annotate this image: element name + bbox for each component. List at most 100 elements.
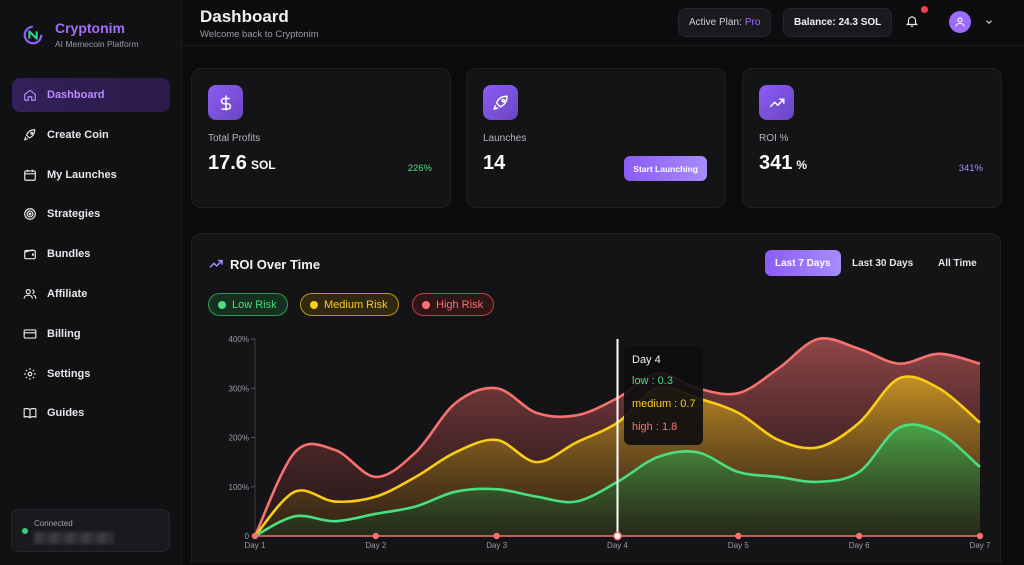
stat-value: 14 (483, 152, 505, 175)
roi-card: ROI % 341% 341% (742, 68, 1002, 208)
stat-label: Launches (483, 133, 527, 144)
card-icon (23, 327, 37, 341)
legend-dot (218, 300, 226, 309)
y-tick-label: 200% (229, 434, 249, 443)
sidebar-item-affiliate[interactable]: Affiliate (12, 277, 170, 311)
range-last-7-days[interactable]: Last 7 Days (765, 250, 841, 276)
sidebar-item-my-launches[interactable]: My Launches (12, 158, 170, 192)
top-header: Dashboard Welcome back to Cryptonim Acti… (182, 0, 1024, 46)
y-tick-label: 0 (245, 532, 250, 541)
user-icon (955, 17, 965, 27)
chart-title-text: ROI Over Time (230, 256, 321, 272)
legend-low-risk[interactable]: Low Risk (208, 293, 288, 316)
x-axis-point (735, 532, 742, 540)
legend-high-risk[interactable]: High Risk (412, 293, 495, 316)
tooltip-low: low : 0.3 (632, 375, 673, 387)
brand-tagline: AI Memecoin Platform (55, 39, 139, 49)
y-tick-label: 100% (229, 483, 249, 492)
sidebar-item-billing[interactable]: Billing (12, 317, 170, 351)
x-tick-label: Day 6 (849, 541, 870, 550)
stat-value: 17.6 SOL (208, 152, 276, 175)
y-tick-label: 400% (229, 335, 249, 344)
page-title: Dashboard (200, 7, 289, 26)
sidebar-item-label: Guides (47, 407, 85, 420)
active-plan-badge[interactable]: Active Plan: Pro (678, 8, 772, 37)
brand-name: Cryptonim (55, 20, 125, 36)
x-tick-label: Day 2 (365, 541, 386, 550)
sidebar-item-bundles[interactable]: Bundles (12, 237, 170, 271)
cursor-point (613, 531, 622, 541)
calendar-icon (23, 168, 37, 182)
stat-percent: 226% (407, 163, 432, 174)
y-tick-label: 300% (229, 384, 249, 393)
sidebar-item-label: My Launches (47, 168, 117, 181)
stat-unit: % (796, 158, 808, 172)
x-tick-label: Day 1 (245, 541, 266, 550)
x-axis-point (372, 532, 380, 540)
wallet-connection[interactable]: Connected (11, 509, 170, 552)
sidebar-item-dashboard[interactable]: Dashboard (12, 78, 170, 112)
x-axis-point (976, 532, 984, 540)
x-axis-point (855, 532, 863, 540)
rocket-icon (23, 128, 37, 142)
legend-label: Low Risk (232, 298, 277, 311)
notification-dot (921, 6, 928, 13)
legend-dot (310, 300, 318, 309)
chart-tooltip: Day 4 low : 0.3 medium : 0.7 high : 1.8 (624, 346, 703, 445)
connection-label: Connected (34, 519, 73, 528)
sidebar-item-label: Bundles (47, 248, 91, 261)
users-icon (23, 287, 37, 301)
trending-up-icon (209, 259, 223, 268)
stat-number: 341 (759, 152, 793, 174)
range-last-30-days[interactable]: Last 30 Days (852, 257, 914, 269)
stat-percent: 341% (958, 163, 983, 174)
rocket-icon (483, 85, 518, 120)
plan-label: Active Plan: (689, 17, 742, 28)
legend-label: High Risk (436, 298, 484, 311)
sidebar-item-settings[interactable]: Settings (12, 357, 170, 391)
sidebar: Cryptonim AI Memecoin Platform Dashboard… (0, 0, 182, 565)
chevron-down-icon[interactable] (984, 17, 994, 27)
chart-title: ROI Over Time (208, 256, 320, 272)
stat-label: Total Profits (208, 133, 261, 144)
sidebar-item-guides[interactable]: Guides (12, 396, 170, 430)
x-axis-point (251, 532, 259, 540)
sidebar-item-label: Dashboard (47, 89, 105, 101)
sidebar-item-label: Billing (47, 327, 81, 340)
start-launching-button[interactable]: Start Launching (624, 156, 707, 181)
sidebar-item-label: Strategies (47, 208, 101, 221)
x-tick-label: Day 5 (728, 541, 749, 550)
brand[interactable]: Cryptonim AI Memecoin Platform (22, 20, 139, 49)
legend-medium-risk[interactable]: Medium Risk (300, 293, 399, 316)
connection-status-dot (22, 528, 28, 534)
sidebar-item-create-coin[interactable]: Create Coin (12, 118, 170, 152)
sidebar-item-label: Create Coin (47, 128, 109, 141)
total-profits-card: Total Profits 17.6 SOL 226% (191, 68, 451, 208)
stat-number: 14 (483, 152, 506, 174)
plan-value: Pro (744, 17, 761, 28)
sidebar-item-label: Settings (47, 367, 91, 380)
x-tick-label: Day 4 (607, 541, 628, 550)
line-high-risk (253, 337, 981, 537)
x-tick-label: Day 3 (486, 541, 507, 550)
bell-icon[interactable] (905, 14, 919, 28)
dollar-icon (208, 85, 243, 120)
sidebar-item-strategies[interactable]: Strategies (12, 197, 170, 231)
area-low-risk (255, 424, 980, 536)
avatar[interactable] (949, 11, 971, 33)
stat-unit: SOL (250, 158, 276, 172)
wallet-icon (23, 247, 37, 261)
x-tick-label: Day 7 (970, 541, 991, 550)
sidebar-nav: Dashboard Create Coin My Launches Strate… (12, 78, 170, 436)
sidebar-item-label: Affiliate (47, 287, 88, 300)
home-icon (23, 88, 37, 102)
balance-badge[interactable]: Balance: 24.3 SOL (783, 8, 893, 37)
trending-up-icon (759, 85, 794, 120)
wallet-address-redacted (34, 532, 114, 544)
tooltip-medium: medium : 0.7 (632, 398, 696, 410)
target-icon (23, 207, 37, 221)
range-all-time[interactable]: All Time (938, 257, 977, 269)
tooltip-high: high : 1.8 (632, 421, 678, 433)
gear-icon (23, 367, 37, 381)
